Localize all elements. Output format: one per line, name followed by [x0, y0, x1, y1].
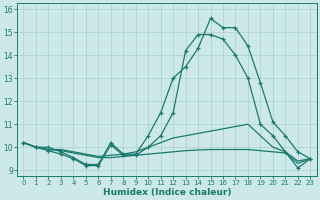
X-axis label: Humidex (Indice chaleur): Humidex (Indice chaleur) — [103, 188, 231, 197]
